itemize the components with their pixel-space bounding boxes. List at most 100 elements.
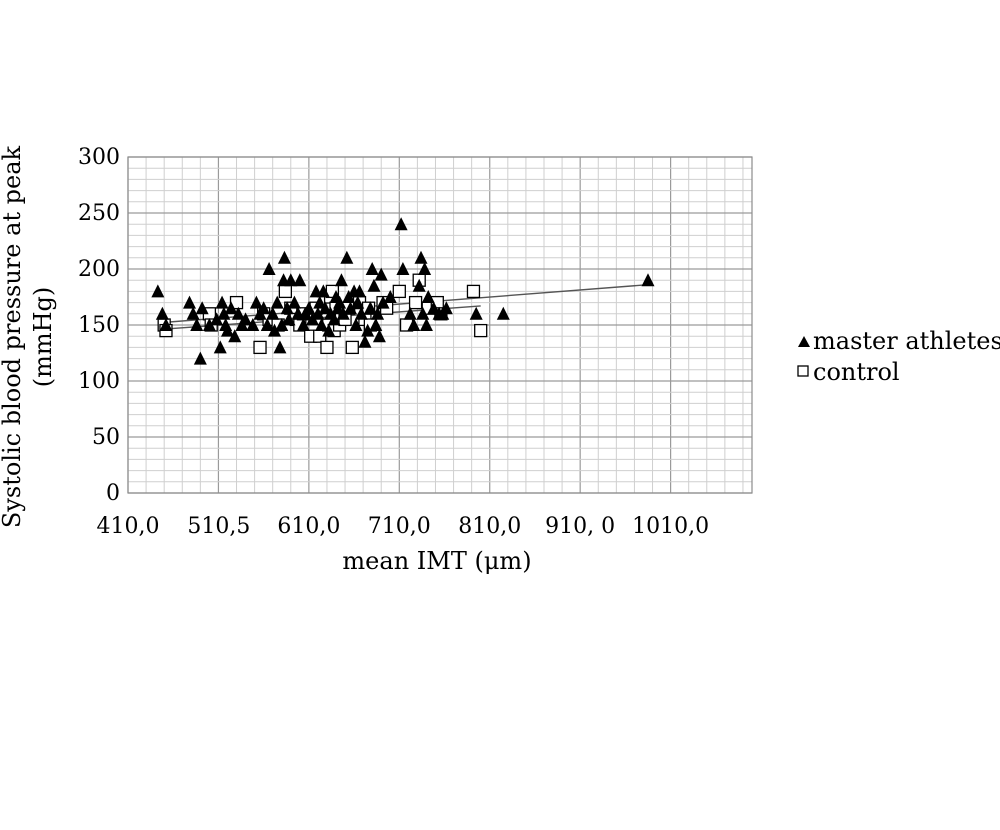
data-point-master-athletes [287,295,301,309]
data-point-master-athletes [334,273,348,287]
data-point-control [392,284,406,299]
data-point-master-athletes [239,312,253,326]
data-point-master-athletes [280,301,294,315]
legend-marker-control [797,365,809,377]
data-point-master-athletes [354,306,368,320]
data-point-control [474,323,488,338]
data-point-master-athletes [215,295,229,309]
data-point-master-athletes [641,273,655,287]
data-point-master-athletes [186,306,200,320]
y-tick-label: 250 [78,201,120,226]
data-point-master-athletes [396,262,410,275]
data-point-master-athletes [469,306,483,320]
data-point-master-athletes [296,318,310,331]
y-tick-label: 100 [78,369,120,394]
data-point-master-athletes [266,306,280,320]
data-point-master-athletes [361,323,375,337]
data-point-master-athletes [151,284,165,298]
legend-label-control: control [813,358,900,386]
data-point-master-athletes [311,306,325,320]
data-point-master-athletes [262,262,276,275]
data-point-master-athletes [343,301,357,315]
y-axis-title-line2: (mmHg) [29,287,57,388]
data-point-master-athletes [365,262,379,275]
data-point-master-athletes [202,318,216,331]
y-tick-label: 200 [78,257,120,282]
data-point-master-athletes [282,312,296,326]
data-point-master-athletes [374,267,388,281]
data-point-control [253,340,267,355]
data-point-master-athletes [322,323,336,337]
data-point-master-athletes [394,217,408,231]
data-point-master-athletes [316,284,330,298]
data-point-master-athletes [284,273,298,287]
data-point-master-athletes [268,323,282,337]
data-point-master-athletes [376,295,390,309]
data-point-master-athletes [195,301,209,315]
data-point-master-athletes [159,318,173,331]
data-point-master-athletes [277,250,291,264]
x-tick-label: 510,5 [187,514,250,539]
data-point-master-athletes [210,312,224,326]
data-point-master-athletes [419,318,433,331]
data-point-master-athletes [403,306,417,320]
data-point-master-athletes [418,262,432,275]
data-point-master-athletes [273,340,287,354]
legend-label-master-athletes: master athletes [813,327,1000,355]
data-point-master-athletes [270,295,284,309]
x-tick-label: 710,0 [368,514,431,539]
data-point-master-athletes [231,306,245,320]
x-tick-label: 910, 0 [545,514,615,539]
data-point-master-athletes [249,295,263,309]
data-point-master-athletes [228,329,242,343]
data-point-master-athletes [313,295,327,309]
data-point-master-athletes [318,301,332,315]
data-point-master-athletes [182,295,196,309]
x-tick-label: 1010,0 [632,514,709,539]
data-point-master-athletes [275,318,289,331]
y-tick-label: 0 [106,481,120,506]
data-point-master-athletes [414,250,428,264]
data-point-control [408,295,423,310]
data-point-master-athletes [349,318,363,331]
data-point-master-athletes [421,290,435,303]
data-point-master-athletes [190,318,204,331]
x-axis-title: mean IMT (μm) [342,547,531,575]
data-point-master-athletes [217,306,231,320]
data-point-master-athletes [302,301,316,315]
data-point-master-athletes [340,250,354,264]
data-point-control [466,284,481,299]
data-point-master-athletes [427,301,441,315]
data-point-master-athletes [407,318,421,331]
data-point-master-athletes [315,318,329,331]
data-point-master-athletes [372,329,386,343]
data-points [151,217,655,365]
data-point-master-athletes [383,290,397,303]
data-point-master-athletes [193,351,207,365]
y-tick-label: 50 [92,425,120,450]
data-point-master-athletes [369,318,383,331]
y-axis-title-line1: Systolic blood pressure at peak [0,145,26,528]
data-point-master-athletes [367,278,381,292]
x-tick-label: 410,0 [97,514,160,539]
data-point-master-athletes [412,278,426,292]
data-point-master-athletes [371,306,385,320]
data-point-control [278,284,293,299]
data-point-master-athletes [327,312,341,326]
data-point-master-athletes [220,323,234,337]
y-tick-label: 150 [78,313,120,338]
data-point-master-athletes [353,284,367,298]
data-point-master-athletes [213,340,227,354]
data-point-master-athletes [257,301,271,315]
data-point-master-athletes [260,318,274,331]
data-point-control [320,340,334,355]
data-point-master-athletes [333,295,347,309]
data-point-master-athletes [336,306,350,320]
data-point-master-athletes [416,306,430,320]
legend: master athletes control [797,327,1000,386]
data-point-master-athletes [246,318,260,331]
data-point-master-athletes [439,301,453,315]
legend-marker-master-athletes [798,336,810,347]
y-tick-label: 300 [78,145,120,170]
